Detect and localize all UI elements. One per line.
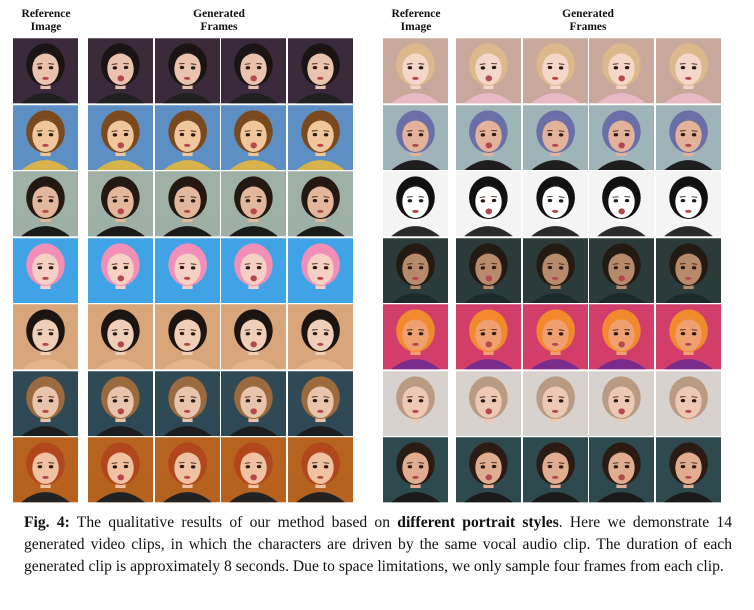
generated-frame (655, 237, 721, 304)
generated-frame (456, 237, 521, 304)
header-line: Reference (391, 8, 441, 20)
header-line: Image (30, 21, 62, 33)
generated-frame (287, 304, 353, 370)
header-line: Reference (21, 8, 71, 20)
generated-frame (522, 370, 588, 437)
header-line: Generated (193, 8, 245, 20)
generated-frame (655, 304, 721, 370)
generated-frame (154, 370, 220, 437)
reference-image (13, 237, 78, 304)
reference-image (383, 437, 448, 503)
generated-frame (221, 104, 286, 171)
generated-frame (154, 171, 220, 237)
figure-caption: Fig. 4: The qualitative results of our m… (24, 512, 732, 578)
generated-frame (522, 437, 588, 503)
generated-frame (456, 370, 521, 437)
generated-frame (88, 38, 153, 104)
generated-frame (456, 171, 521, 237)
header-line: Frames (569, 21, 607, 33)
reference-image (383, 237, 448, 304)
reference-image (383, 171, 448, 237)
generated-frame (522, 171, 588, 237)
header-line: Frames (200, 21, 238, 33)
caption-text-before: The qualitative results of our method ba… (69, 514, 398, 531)
generated-frame (456, 38, 521, 104)
generated-frame (221, 237, 286, 304)
generated-frame (154, 104, 220, 171)
reference-image (13, 437, 78, 503)
generated-frame (655, 437, 721, 503)
generated-frame (589, 370, 654, 437)
generated-frame (287, 370, 353, 437)
generated-frame (221, 304, 286, 370)
generated-frame (522, 104, 588, 171)
generated-frame (88, 237, 153, 304)
reference-image (383, 304, 448, 370)
header-line: Image (400, 21, 432, 33)
right-reference-header: Reference Image (383, 8, 449, 34)
generated-frame (221, 370, 286, 437)
generated-frame (154, 237, 220, 304)
generated-frame (88, 437, 153, 503)
header-line: Generated (562, 8, 614, 20)
generated-frame (287, 38, 353, 104)
right-generated-header: Generated Frames (456, 8, 720, 34)
generated-frame (221, 437, 286, 503)
reference-image (383, 38, 448, 104)
generated-frame (522, 237, 588, 304)
generated-frame (456, 437, 521, 503)
generated-frame (655, 38, 721, 104)
generated-frame (287, 437, 353, 503)
left-generated-header: Generated Frames (88, 8, 350, 34)
generated-frame (655, 104, 721, 171)
generated-frame (456, 304, 521, 370)
generated-frame (287, 104, 353, 171)
left-reference-header: Reference Image (13, 8, 79, 34)
generated-frame (456, 104, 521, 171)
generated-frame (655, 171, 721, 237)
generated-frame (589, 38, 654, 104)
generated-frame (154, 437, 220, 503)
reference-image (13, 104, 78, 171)
generated-frame (88, 370, 153, 437)
generated-frame (154, 38, 220, 104)
reference-image (383, 370, 448, 437)
generated-frame (589, 437, 654, 503)
caption-emphasis: different portrait styles (397, 514, 559, 531)
generated-frame (589, 171, 654, 237)
generated-frame (655, 370, 721, 437)
generated-frame (589, 237, 654, 304)
generated-frame (88, 304, 153, 370)
reference-image (13, 370, 78, 437)
reference-image (13, 171, 78, 237)
reference-image (13, 304, 78, 370)
generated-frame (287, 237, 353, 304)
generated-frame (154, 304, 220, 370)
generated-frame (88, 104, 153, 171)
figure-label: Fig. 4: (24, 514, 70, 531)
generated-frame (287, 171, 353, 237)
generated-frame (221, 38, 286, 104)
generated-frame (522, 304, 588, 370)
generated-frame (522, 38, 588, 104)
generated-frame (589, 304, 654, 370)
generated-frame (88, 171, 153, 237)
generated-frame (589, 104, 654, 171)
generated-frame (221, 171, 286, 237)
reference-image (383, 104, 448, 171)
caption-text-after: . Here we demonstrate 14 generated video… (24, 514, 732, 575)
reference-image (13, 38, 78, 104)
